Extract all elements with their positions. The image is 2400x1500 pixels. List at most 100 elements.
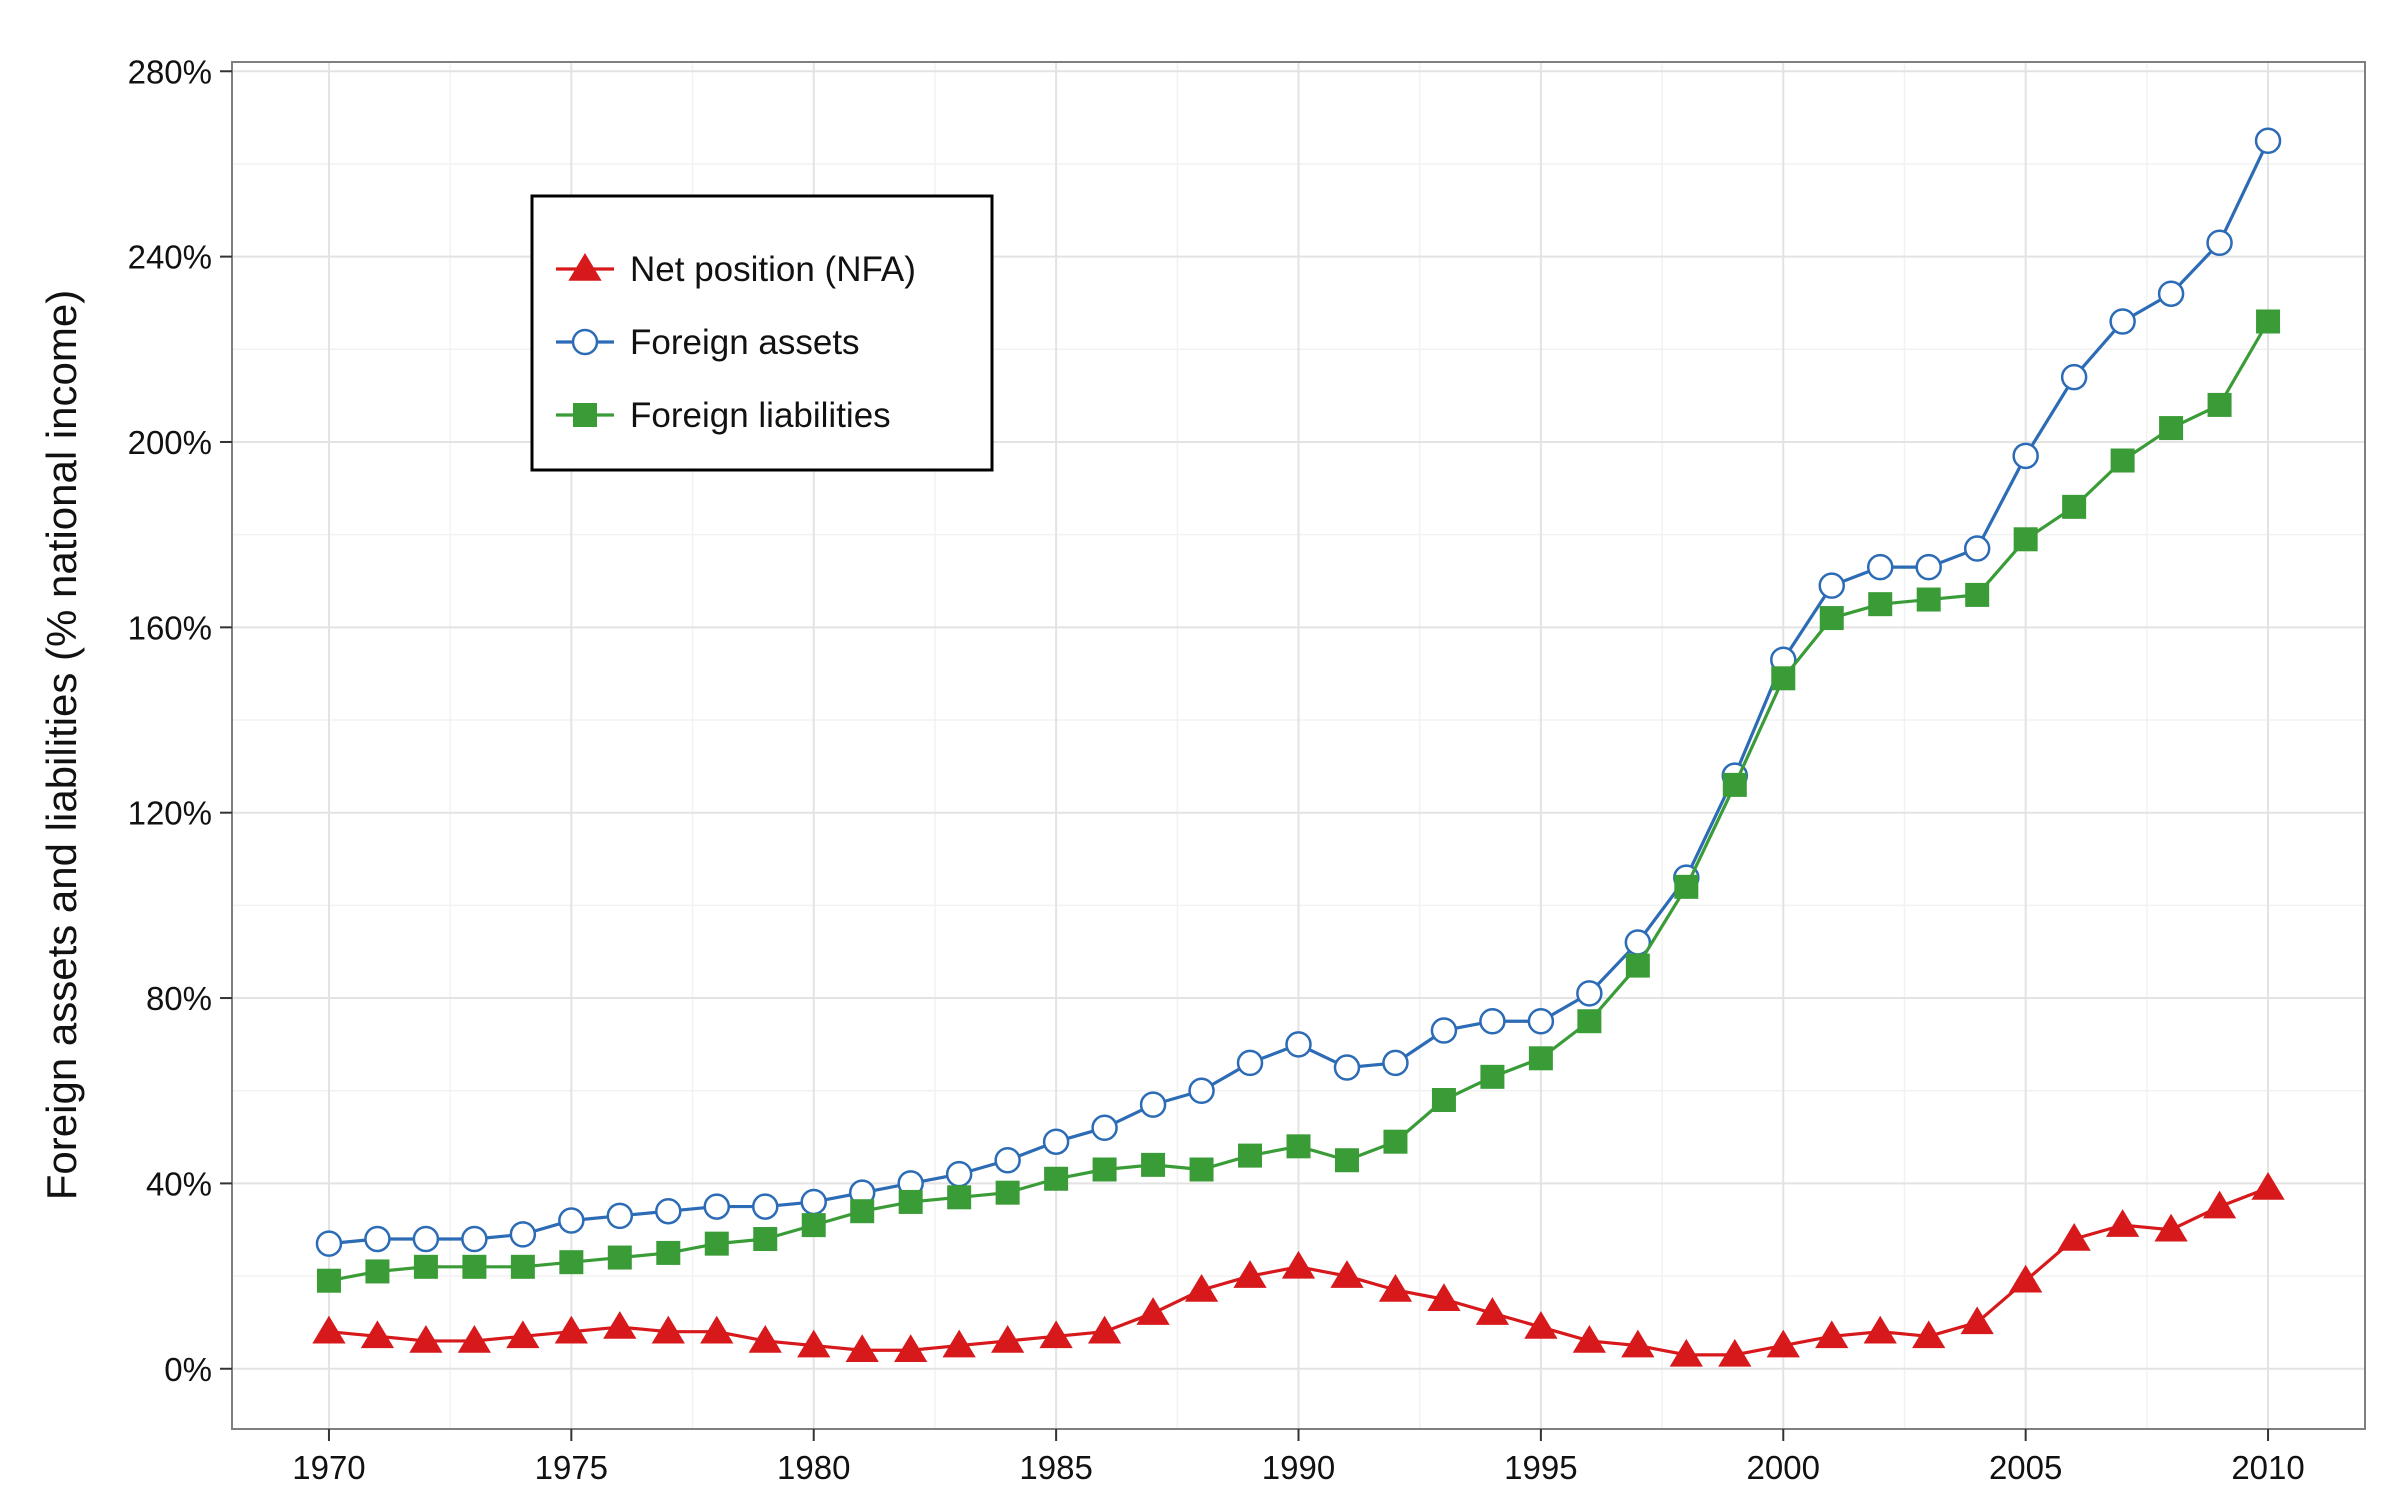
y-tick-label: 200% [128,424,212,461]
data-point [1087,1315,1122,1344]
data-point [1333,1054,1361,1081]
data-point [1233,1260,1267,1288]
data-point [1912,1320,1946,1349]
data-point [1621,1329,1655,1358]
data-point [1960,1306,1994,1335]
data-point [945,1160,973,1188]
legend-marker [573,403,597,427]
data-point [1965,582,1990,607]
y-axis-title: Foreign assets and liabilities (% nation… [38,290,85,1200]
data-point [2207,392,2232,417]
y-axis: 0% 40% 80% 120% 160% 200% 240% 280% [128,53,232,1388]
data-point [1718,1338,1752,1367]
data-point [461,1225,488,1253]
data-point [898,1189,923,1214]
data-point [1091,1114,1118,1142]
data-point [510,1254,535,1279]
data-point [2012,442,2039,470]
data-point [1771,666,1796,691]
data-point [509,1221,537,1248]
data-point [1863,1315,1897,1344]
data-point [1527,1007,1555,1035]
y-tick-label: 120% [128,795,212,832]
data-point [1475,1297,1510,1325]
data-point [753,1227,778,1252]
legend-item: Net position (NFA) [556,250,916,289]
data-point [1818,572,1845,599]
data-point [2254,127,2282,155]
legend-box [530,194,994,472]
series-layer [312,127,2285,1367]
x-tick-label: 1975 [535,1449,608,1486]
x-tick-label: 1985 [1019,1449,1092,1486]
data-point [700,1315,734,1344]
legend-item: Foreign liabilities [556,396,891,435]
data-point [801,1213,826,1238]
data-point [1572,1324,1606,1353]
data-point [1669,1338,1703,1367]
legend-item: Foreign assets [556,323,860,362]
y-tick-label: 240% [128,239,212,276]
data-point [995,1180,1020,1205]
data-point [559,1250,584,1275]
data-point [655,1197,682,1225]
x-tick-label: 2010 [2231,1449,2304,1486]
data-point [748,1324,782,1353]
data-point [1139,1091,1167,1118]
x-axis: 1970 1975 1980 1985 1990 1995 2000 2005 2010 [292,1429,2305,1486]
data-point [651,1315,685,1344]
data-point [1044,1166,1069,1191]
legend-marker [571,328,599,356]
data-point [1916,587,1941,612]
data-point [1382,1049,1409,1077]
data-point [704,1231,729,1256]
data-point [1722,772,1747,797]
data-point [413,1254,438,1279]
data-point [457,1324,492,1353]
data-point [894,1334,928,1362]
y-tick-label: 80% [146,980,212,1017]
data-point [994,1146,1021,1174]
data-point [2159,416,2184,441]
data-point [1868,592,1893,617]
data-point [1238,1143,1263,1168]
data-point [603,1311,637,1339]
data-point [2109,308,2136,335]
data-point [1236,1049,1264,1077]
data-point [1042,1128,1070,1155]
data-point [2105,1209,2140,1237]
data-point [942,1329,976,1358]
data-point [2060,363,2088,391]
data-point [1674,874,1699,899]
data-point [462,1254,487,1279]
x-tick-label: 1995 [1504,1449,1577,1486]
data-point [412,1225,440,1253]
data-point [2110,448,2135,473]
data-point [1480,1064,1505,1089]
data-point [1815,1320,1849,1349]
data-point [1427,1283,1461,1312]
data-point [409,1324,443,1353]
data-point [752,1193,779,1220]
data-point [554,1315,588,1344]
data-point [558,1207,585,1234]
legend-marker [568,253,602,281]
data-point [1915,553,1942,581]
data-point [316,1268,341,1293]
legend-label: Foreign assets [630,323,860,362]
y-tick-label: 0% [164,1351,212,1388]
data-point [2062,494,2087,519]
data-point [2013,527,2038,552]
data-point [2256,309,2281,334]
data-point [1577,1009,1602,1034]
data-point [1039,1320,1073,1349]
data-point [1479,1007,1506,1035]
series-net-position-nfa [312,1172,2285,1367]
data-point [365,1259,390,1284]
x-tick-label: 2000 [1747,1449,1820,1486]
data-point [1330,1260,1364,1288]
data-point [360,1320,395,1349]
data-point [506,1320,540,1349]
